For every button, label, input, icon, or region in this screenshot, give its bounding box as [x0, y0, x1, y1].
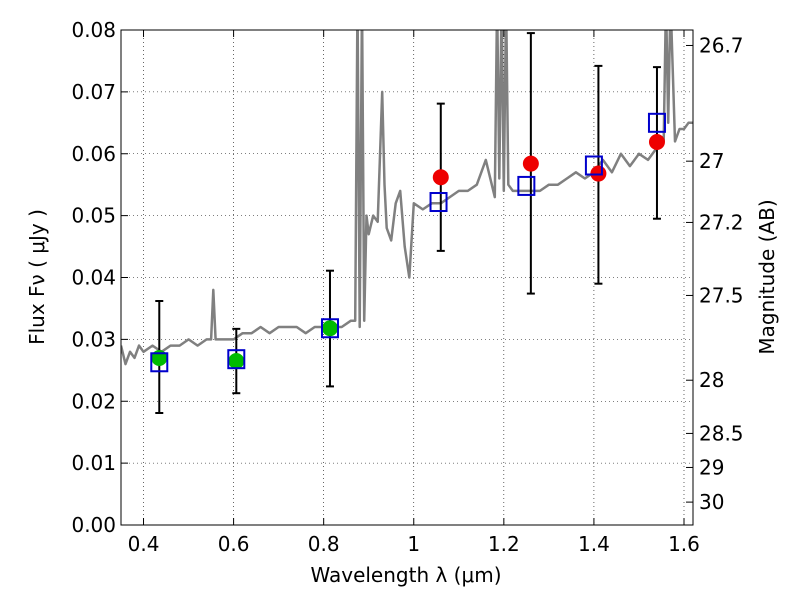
right-tick-label: 27.2: [699, 210, 744, 234]
y-tick-label: 0.08: [71, 18, 116, 42]
model-square: [320, 318, 339, 339]
x-tick-label: 1.2: [488, 532, 520, 556]
model-square: [517, 175, 536, 196]
y-tick-label: 0.03: [71, 327, 116, 351]
y-tick-label: 0.01: [71, 451, 116, 475]
right-tick-label: 28: [699, 368, 724, 392]
detections-point: [321, 320, 338, 337]
upper-band-points-point: [648, 133, 665, 150]
y-tick-label: 0.00: [71, 513, 116, 537]
x-tick-label: 1: [407, 532, 420, 556]
right-tick-label: 30: [699, 490, 724, 514]
y-axis-title: Flux Fν ( μJy ): [25, 209, 49, 345]
x-axis-title: Wavelength λ (μm): [310, 563, 501, 587]
x-tick-label: 0.8: [308, 532, 340, 556]
right-axis-title: Magnitude (AB): [755, 199, 779, 354]
right-tick-label: 27.5: [699, 283, 744, 307]
x-tick-label: 0.4: [128, 532, 160, 556]
x-tick-label: 1.6: [668, 532, 700, 556]
model-square: [227, 349, 246, 370]
model-square: [584, 155, 603, 176]
y-tick-label: 0.02: [71, 389, 116, 413]
upper-band-points-point: [432, 169, 449, 186]
y-tick-label: 0.05: [71, 204, 116, 228]
right-tick-label: 28.5: [699, 421, 744, 445]
upper-band-points-point: [522, 155, 539, 172]
tick-layer: 0.4 0.6 0.8 1 1.2 1.4 1.6 0.00 0.01 0.02 0.03 0.04 0…: [71, 18, 743, 556]
model-square: [429, 192, 448, 213]
y-tick-label: 0.04: [71, 266, 116, 290]
right-tick-label: 26.7: [699, 33, 744, 57]
x-tick-label: 1.4: [578, 532, 610, 556]
model-square: [647, 112, 666, 133]
y-tick-label: 0.06: [71, 142, 116, 166]
detections-point: [228, 353, 245, 370]
y-tick-label: 0.07: [71, 80, 116, 104]
right-tick-label: 29: [699, 455, 724, 479]
plot-area: [121, 30, 693, 525]
right-tick-label: 27: [699, 149, 724, 173]
model-square: [150, 352, 169, 373]
marker-layer: [150, 32, 666, 415]
x-tick-label: 0.6: [218, 532, 250, 556]
spectrum-line: [121, 30, 693, 366]
data-layer: [121, 30, 693, 366]
